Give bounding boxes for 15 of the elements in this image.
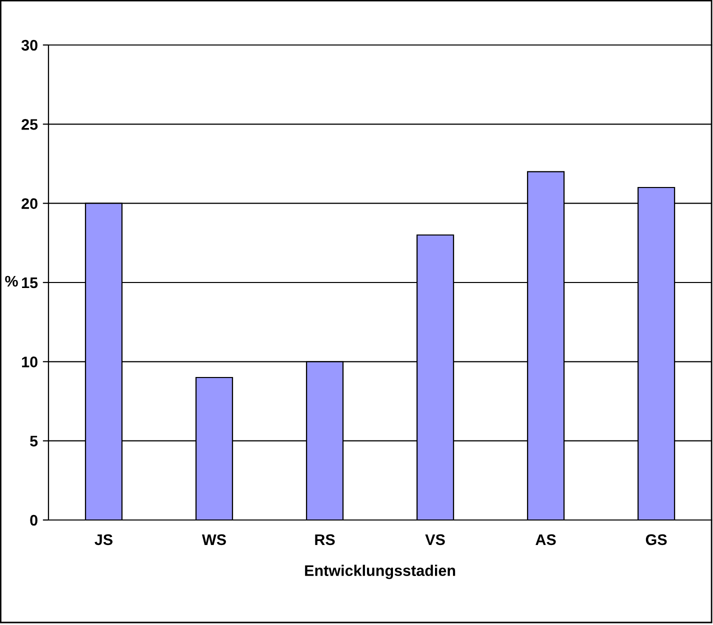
y-tick-label: 10 [22, 356, 38, 368]
x-tick-label: RS [315, 534, 335, 546]
x-tick-label: GS [646, 534, 667, 546]
y-tick-label: 5 [30, 436, 38, 447]
y-axis-title: % [5, 276, 18, 287]
x-tick-label: AS [536, 534, 556, 546]
y-tick-label: 15 [22, 278, 38, 288]
x-tick-label: JS [94, 534, 112, 546]
y-tick-label: 25 [22, 119, 38, 130]
y-tick-label: 30 [21, 40, 38, 51]
x-axis-title: Entwicklungsstadien [305, 564, 456, 580]
y-tick-label: 0 [30, 514, 38, 526]
x-tick-label: WS [202, 534, 226, 546]
x-tick-label: VS [425, 534, 445, 546]
y-tick-label: 20 [22, 198, 38, 210]
